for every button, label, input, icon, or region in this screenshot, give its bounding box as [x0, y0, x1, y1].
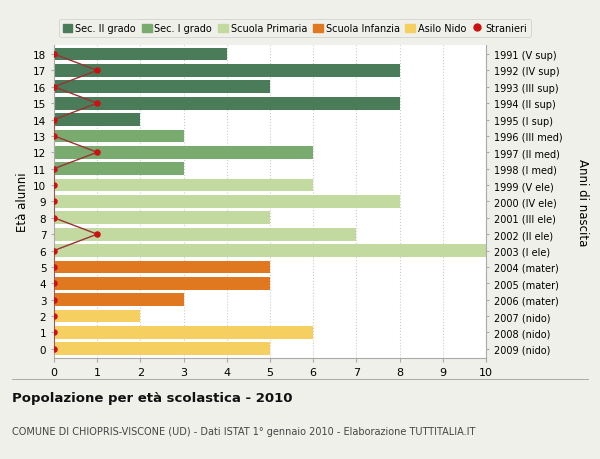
- Bar: [54, 114, 140, 127]
- Point: [49, 313, 59, 320]
- Point: [49, 345, 59, 353]
- Point: [49, 51, 59, 59]
- Bar: [54, 294, 184, 306]
- Bar: [54, 49, 227, 61]
- Bar: [54, 326, 313, 339]
- Bar: [54, 146, 313, 159]
- Bar: [54, 277, 270, 290]
- Point: [49, 182, 59, 189]
- Bar: [54, 65, 400, 78]
- Text: COMUNE DI CHIOPRIS-VISCONE (UD) - Dati ISTAT 1° gennaio 2010 - Elaborazione TUTT: COMUNE DI CHIOPRIS-VISCONE (UD) - Dati I…: [12, 426, 475, 436]
- Point: [92, 100, 102, 107]
- Point: [49, 247, 59, 255]
- Point: [49, 166, 59, 173]
- Bar: [54, 343, 270, 355]
- Bar: [54, 310, 140, 323]
- Y-axis label: Anni di nascita: Anni di nascita: [576, 158, 589, 246]
- Point: [92, 149, 102, 157]
- Bar: [54, 81, 270, 94]
- Bar: [54, 179, 313, 192]
- Bar: [54, 163, 184, 176]
- Point: [49, 329, 59, 336]
- Bar: [54, 212, 270, 224]
- Point: [49, 280, 59, 287]
- Point: [49, 84, 59, 91]
- Point: [49, 198, 59, 206]
- Bar: [54, 261, 270, 274]
- Point: [49, 215, 59, 222]
- Point: [92, 67, 102, 75]
- Bar: [54, 98, 400, 110]
- Y-axis label: Età alunni: Età alunni: [16, 172, 29, 232]
- Bar: [54, 228, 356, 241]
- Point: [49, 133, 59, 140]
- Bar: [54, 196, 400, 208]
- Point: [49, 117, 59, 124]
- Bar: [54, 245, 486, 257]
- Point: [92, 231, 102, 238]
- Point: [49, 263, 59, 271]
- Point: [49, 297, 59, 304]
- Legend: Sec. II grado, Sec. I grado, Scuola Primaria, Scuola Infanzia, Asilo Nido, Stran: Sec. II grado, Sec. I grado, Scuola Prim…: [59, 20, 530, 38]
- Bar: [54, 130, 184, 143]
- Text: Popolazione per età scolastica - 2010: Popolazione per età scolastica - 2010: [12, 392, 293, 405]
